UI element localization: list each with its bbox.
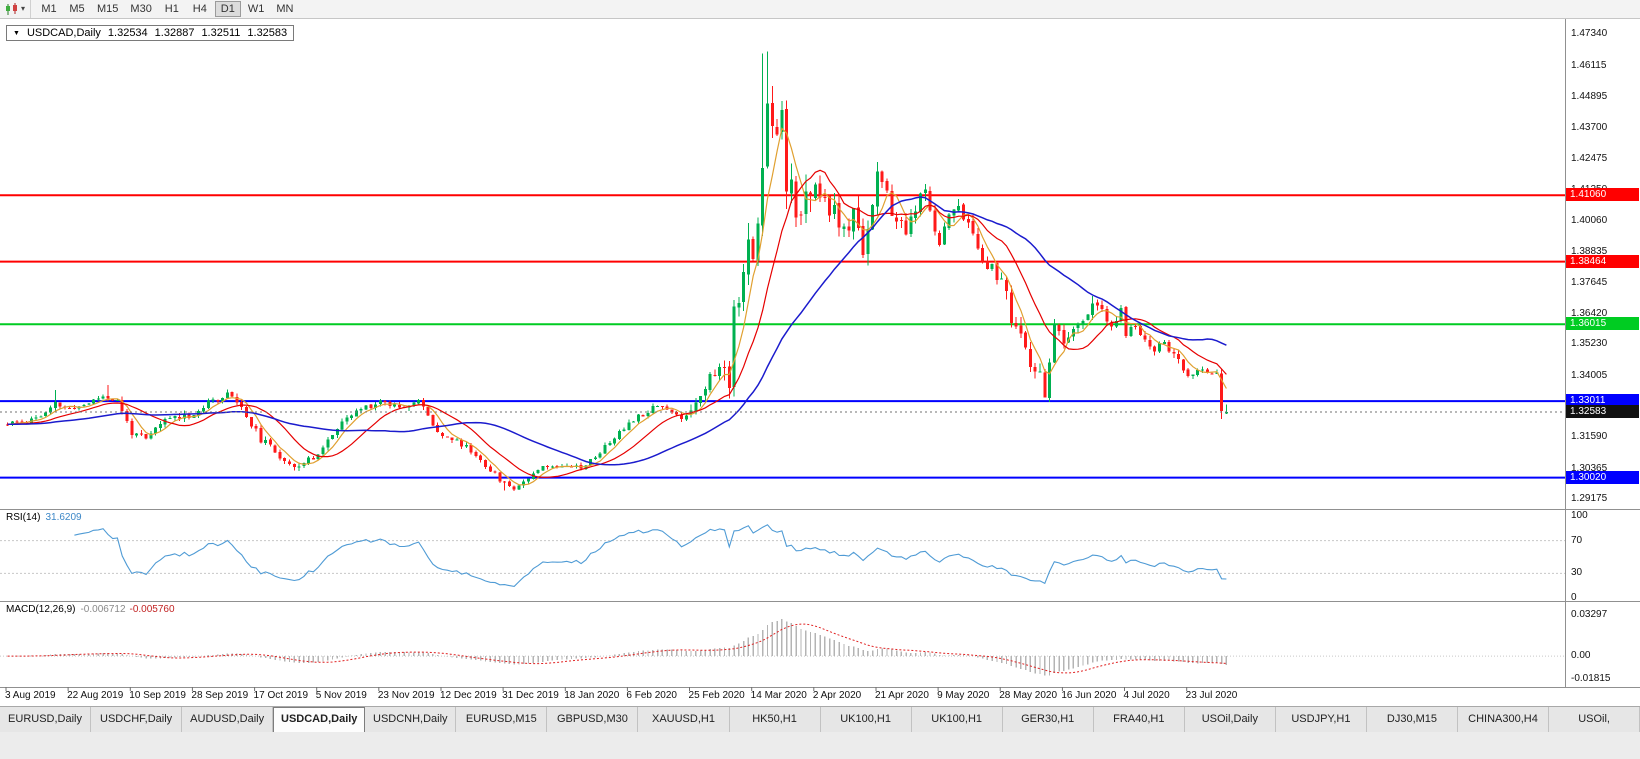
rsi-axis-label: 100 bbox=[1571, 510, 1588, 521]
price-axis-label: 1.47340 bbox=[1571, 28, 1608, 40]
chart-tab-ger30-h1[interactable]: GER30,H1 bbox=[1003, 707, 1094, 732]
timeframe-buttons: M1 M5 M15 M30 H1 H4 D1 W1 MN bbox=[35, 1, 299, 17]
date-axis-label: 22 Aug 2019 bbox=[67, 690, 124, 701]
macd-name: MACD(12,26,9) bbox=[6, 604, 76, 615]
price-axis-label: 1.38835 bbox=[1571, 246, 1608, 258]
date-axis-label: 2 Apr 2020 bbox=[812, 690, 862, 701]
symbol-label: USDCAD,Daily bbox=[26, 27, 101, 39]
timeframe-button-m15[interactable]: M15 bbox=[97, 3, 119, 15]
price-axis[interactable]: 1.473401.461151.448951.437001.424751.412… bbox=[1566, 19, 1640, 687]
timeframe-button-d1[interactable]: D1 bbox=[214, 1, 241, 17]
rsi-axis-label: 70 bbox=[1571, 534, 1583, 546]
date-axis[interactable]: 3 Aug 2019 22 Aug 2019 10 Sep 2019 28 Sep 2… bbox=[0, 687, 1565, 706]
ohlc-open: 1.32534 bbox=[107, 27, 148, 39]
price-axis-label: 1.31590 bbox=[1571, 431, 1608, 443]
chart-tab-gbpusd-m30[interactable]: GBPUSD,M30 bbox=[547, 707, 639, 732]
date-axis-label: 16 Jun 2020 bbox=[1061, 690, 1117, 701]
timeframe-button-h4[interactable]: H4 bbox=[192, 3, 207, 15]
date-axis-label: 25 Feb 2020 bbox=[688, 690, 745, 701]
symbol-ohlc-box: ▼ USDCAD,Daily 1.32534 1.32887 1.32511 1… bbox=[6, 25, 295, 41]
chart-tab-usoil-daily[interactable]: USOil,Daily bbox=[1185, 707, 1276, 732]
date-axis-label: 12 Dec 2019 bbox=[439, 690, 497, 701]
level-price-badge: 1.30020 bbox=[1566, 470, 1639, 484]
price-axis-label: 1.40060 bbox=[1571, 214, 1608, 226]
timeframe-button-w1[interactable]: W1 bbox=[247, 3, 265, 15]
rsi-axis-label: 0 bbox=[1571, 592, 1577, 603]
price-axis-label: 1.42475 bbox=[1571, 152, 1608, 164]
rsi-pane-label: RSI(14) 31.6209 bbox=[6, 512, 82, 523]
chart-tab-uk100-h1[interactable]: UK100,H1 bbox=[912, 707, 1003, 732]
price-axis-label: 1.44895 bbox=[1571, 91, 1608, 103]
date-axis-label: 4 Jul 2020 bbox=[1123, 690, 1170, 701]
level-price-badge: 1.41060 bbox=[1566, 188, 1639, 202]
date-axis-label: 17 Oct 2019 bbox=[253, 690, 309, 701]
price-axis-label: 1.35230 bbox=[1571, 338, 1608, 350]
date-axis-label: 28 May 2020 bbox=[999, 690, 1058, 701]
rsi-name: RSI(14) bbox=[6, 512, 41, 523]
date-axis-label: 28 Sep 2019 bbox=[191, 690, 249, 701]
date-axis-label: 18 Jan 2020 bbox=[564, 690, 620, 701]
timeframe-button-m1[interactable]: M1 bbox=[41, 3, 57, 15]
date-axis-label: 3 Aug 2019 bbox=[5, 690, 56, 701]
level-price-badge: 1.33011 bbox=[1566, 394, 1639, 408]
ohlc-close: 1.32583 bbox=[247, 27, 288, 39]
chart-tab-fra40-h1[interactable]: FRA40,H1 bbox=[1094, 707, 1185, 732]
macd-axis-label: 0.03297 bbox=[1571, 609, 1608, 621]
ohlc-high: 1.32887 bbox=[154, 27, 195, 39]
date-axis-label: 10 Sep 2019 bbox=[129, 690, 186, 701]
chart-tab-usdjpy-h1[interactable]: USDJPY,H1 bbox=[1276, 707, 1367, 732]
chart-tab-china300-h4[interactable]: CHINA300,H4 bbox=[1458, 707, 1550, 732]
chart-tab-usdchf-daily[interactable]: USDCHF,Daily bbox=[91, 707, 183, 732]
current-price-badge: 1.32583 bbox=[1566, 405, 1639, 419]
chart-tab-usoil[interactable]: USOil, bbox=[1549, 707, 1640, 732]
chart-tab-dj30-m15[interactable]: DJ30,M15 bbox=[1367, 707, 1458, 732]
ohlc-low: 1.32511 bbox=[201, 27, 241, 39]
macd-axis-label: 0.00 bbox=[1571, 650, 1591, 662]
chart-tab-eurusd-daily[interactable]: EURUSD,Daily bbox=[0, 707, 92, 732]
chart-type-button[interactable]: ▾ bbox=[0, 0, 32, 18]
timeframe-button-m5[interactable]: M5 bbox=[69, 3, 85, 15]
macd-pane-label: MACD(12,26,9) -0.006712 -0.005760 bbox=[6, 604, 175, 615]
triangle-down-icon: ▼ bbox=[13, 29, 20, 37]
chart-tabs-bar: EURUSD,Daily USDCHF,Daily AUDUSD,Daily USDC… bbox=[0, 706, 1640, 732]
macd-axis-label: -0.01815 bbox=[1571, 672, 1611, 684]
level-price-badge: 1.38464 bbox=[1566, 254, 1639, 268]
candlestick-chart-icon bbox=[6, 2, 17, 15]
timeframe-button-h1[interactable]: H1 bbox=[164, 3, 179, 15]
macd-main-value: -0.006712 bbox=[80, 604, 126, 615]
timeframe-button-m30[interactable]: M30 bbox=[130, 3, 152, 15]
price-axis-label: 1.46115 bbox=[1571, 59, 1607, 71]
price-axis-label: 1.36420 bbox=[1571, 307, 1608, 319]
date-axis-label: 6 Feb 2020 bbox=[626, 690, 677, 701]
chart-tab-hk50-h1[interactable]: HK50,H1 bbox=[730, 707, 821, 732]
macd-signal-value: -0.005760 bbox=[129, 604, 175, 615]
price-axis-label: 1.37645 bbox=[1571, 276, 1608, 288]
chart-tab-usdcnh-daily[interactable]: USDCNH,Daily bbox=[365, 707, 457, 732]
price-axis-label: 1.43700 bbox=[1571, 121, 1608, 133]
date-axis-label: 23 Nov 2019 bbox=[377, 690, 435, 701]
chart-tab-xauusd-h1[interactable]: XAUUSD,H1 bbox=[638, 707, 730, 732]
price-axis-label: 1.34005 bbox=[1571, 369, 1608, 381]
level-price-badge: 1.36015 bbox=[1566, 317, 1639, 331]
date-axis-label: 23 Jul 2020 bbox=[1185, 690, 1238, 701]
date-axis-label: 5 Nov 2019 bbox=[315, 690, 367, 701]
price-axis-label: 1.29175 bbox=[1571, 493, 1608, 505]
chart-tab-eurusd-m15[interactable]: EURUSD,M15 bbox=[456, 707, 548, 732]
chart-tab-uk100-h1[interactable]: UK100,H1 bbox=[821, 707, 912, 732]
chart-tab-audusd-daily[interactable]: AUDUSD,Daily bbox=[182, 707, 274, 732]
date-axis-label: 31 Dec 2019 bbox=[502, 690, 559, 701]
date-axis-label: 21 Apr 2020 bbox=[874, 690, 929, 701]
timeframe-button-mn[interactable]: MN bbox=[276, 3, 294, 15]
date-axis-label: 14 Mar 2020 bbox=[750, 690, 807, 701]
timeframe-toolbar: ▾ M1 M5 M15 M30 H1 H4 D1 W1 MN bbox=[0, 0, 1640, 19]
rsi-value: 31.6209 bbox=[45, 512, 82, 523]
price-axis-label: 1.30365 bbox=[1571, 462, 1608, 474]
date-axis-label: 9 May 2020 bbox=[937, 690, 990, 701]
chart-canvas[interactable] bbox=[0, 0, 1640, 706]
chart-tab-usdcad-daily[interactable]: USDCAD,Daily bbox=[273, 707, 366, 732]
caret-down-icon: ▾ bbox=[21, 4, 26, 13]
rsi-axis-label: 30 bbox=[1571, 567, 1583, 579]
